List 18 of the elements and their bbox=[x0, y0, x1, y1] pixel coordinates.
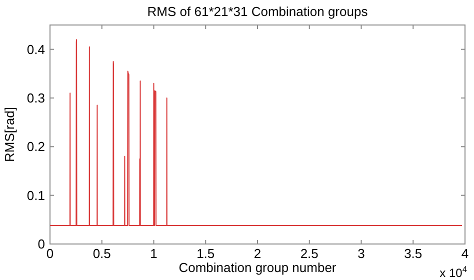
x-tick-label: 2 bbox=[254, 246, 262, 261]
x-tick-label: 3 bbox=[358, 246, 365, 261]
chart-title: RMS of 61*21*31 Combination groups bbox=[147, 4, 368, 19]
y-tick-label: 0.3 bbox=[26, 90, 45, 106]
y-tick-label: 0 bbox=[38, 236, 45, 252]
y-axis-title: RMS[rad] bbox=[2, 107, 17, 162]
text: x 10$^{4}$ bbox=[440, 264, 468, 280]
x-tick-label: 2.5 bbox=[300, 246, 318, 261]
x-tick-label: 1 bbox=[150, 246, 158, 261]
x-tick-label: 4 bbox=[461, 246, 469, 261]
y-tick-label: 0.1 bbox=[26, 188, 45, 203]
x-tick-label: 0.5 bbox=[92, 246, 111, 261]
x-tick-label: 1.5 bbox=[196, 246, 215, 261]
y-tick-label: 0.2 bbox=[26, 139, 45, 154]
x-tick-label: 3.5 bbox=[404, 246, 422, 261]
line-series bbox=[50, 39, 462, 226]
x-axis-title: Combination group number bbox=[178, 260, 337, 275]
y-tick-label: 0.4 bbox=[26, 42, 45, 57]
